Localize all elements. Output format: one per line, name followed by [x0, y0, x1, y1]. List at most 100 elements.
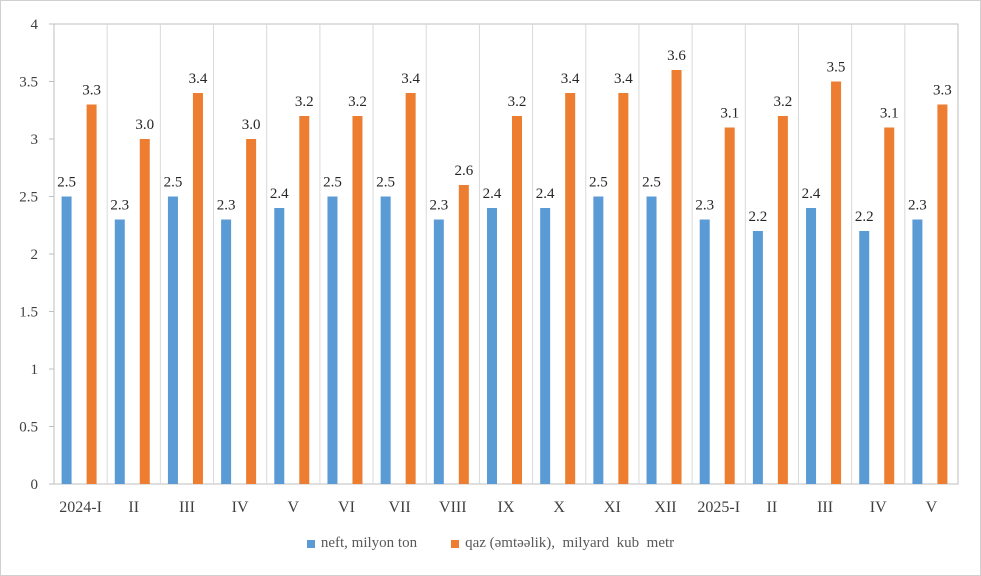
- bar-qaz: [246, 139, 257, 484]
- y-tick-label: 1: [31, 362, 39, 378]
- y-tick-label: 3.5: [19, 75, 38, 91]
- bar-neft: [487, 208, 497, 484]
- data-label-qaz: 3.4: [189, 71, 208, 87]
- data-label-qaz: 3.2: [508, 94, 527, 110]
- x-tick-label: X: [553, 499, 565, 516]
- data-label-neft: 2.5: [589, 175, 608, 191]
- x-tick-label: VIII: [439, 499, 467, 516]
- data-label-qaz: 3.4: [561, 71, 580, 87]
- data-label-qaz: 3.3: [82, 83, 101, 99]
- data-label-neft: 2.4: [270, 186, 289, 202]
- data-label-qaz: 3.0: [135, 117, 154, 133]
- x-tick-label: XI: [604, 499, 621, 516]
- bar-qaz: [831, 81, 842, 484]
- data-label-qaz: 2.6: [454, 163, 473, 179]
- data-label-qaz: 3.5: [827, 60, 846, 76]
- data-label-neft: 2.5: [323, 175, 342, 191]
- data-label-neft: 2.5: [164, 175, 183, 191]
- bar-neft: [540, 208, 551, 484]
- bar-qaz: [458, 185, 469, 484]
- bar-qaz: [618, 93, 629, 484]
- y-tick-label: 0.5: [19, 420, 38, 436]
- x-tick-label: III: [817, 499, 833, 516]
- data-label-qaz: 3.0: [242, 117, 261, 133]
- bar-neft: [806, 208, 817, 484]
- x-tick-label: V: [288, 499, 300, 516]
- data-label-neft: 2.3: [695, 198, 714, 214]
- legend-swatch-neft: [306, 539, 315, 548]
- bar-qaz: [352, 116, 363, 484]
- y-tick-label: 4: [31, 17, 39, 33]
- data-label-qaz: 3.6: [667, 48, 686, 64]
- x-tick-label: XII: [654, 499, 676, 516]
- legend: neft, milyon ton qaz (əmtəəlik), milyard…: [0, 535, 981, 552]
- data-label-neft: 2.3: [217, 198, 236, 214]
- bar-qaz: [777, 116, 788, 484]
- x-tick-label: II: [767, 499, 778, 516]
- legend-item-qaz: qaz (əmtəəlik), milyard kub metr: [451, 535, 674, 552]
- bar-neft: [859, 231, 870, 484]
- y-tick-label: 2.5: [19, 190, 38, 206]
- bar-neft: [167, 196, 178, 484]
- bar-qaz: [86, 104, 97, 484]
- bar-neft: [752, 231, 763, 484]
- bar-qaz: [299, 116, 310, 484]
- bar-neft: [61, 196, 72, 484]
- data-label-qaz: 3.1: [720, 106, 739, 122]
- x-tick-label: IV: [232, 499, 249, 516]
- data-label-qaz: 3.4: [401, 71, 420, 87]
- bar-qaz: [192, 93, 203, 484]
- x-tick-label: V: [926, 499, 938, 516]
- data-label-qaz: 3.3: [933, 83, 952, 99]
- y-tick-label: 0: [31, 477, 39, 493]
- data-label-neft: 2.4: [536, 186, 555, 202]
- data-label-neft: 2.2: [855, 209, 874, 225]
- data-label-neft: 2.3: [429, 198, 448, 214]
- data-label-neft: 2.5: [376, 175, 395, 191]
- x-tick-label: IV: [870, 499, 887, 516]
- bar-qaz: [724, 127, 735, 484]
- plot-area-border: [53, 23, 959, 485]
- data-label-qaz: 3.2: [295, 94, 314, 110]
- bar-qaz: [139, 139, 150, 484]
- bar-neft: [327, 196, 338, 484]
- data-label-qaz: 3.2: [774, 94, 793, 110]
- x-tick-label: VI: [338, 499, 355, 516]
- data-label-neft: 2.5: [642, 175, 661, 191]
- data-label-neft: 2.3: [908, 198, 927, 214]
- y-tick-label: 2: [31, 247, 39, 263]
- bar-neft: [699, 219, 710, 484]
- bar-neft: [593, 196, 604, 484]
- data-label-qaz: 3.4: [614, 71, 633, 87]
- bar-qaz: [565, 93, 576, 484]
- data-label-neft: 2.2: [749, 209, 768, 225]
- legend-label-qaz: qaz (əmtəəlik), milyard kub metr: [465, 535, 675, 551]
- bar-qaz: [937, 104, 948, 484]
- bar-neft: [433, 219, 444, 484]
- bar-neft: [221, 219, 232, 484]
- x-tick-label: III: [179, 499, 195, 516]
- x-tick-label: IX: [498, 499, 515, 516]
- data-label-neft: 2.5: [57, 175, 76, 191]
- legend-swatch-qaz: [451, 539, 460, 548]
- x-tick-label: VII: [389, 499, 411, 516]
- bar-neft: [380, 196, 391, 484]
- y-tick-label: 1.5: [19, 305, 38, 321]
- x-tick-label: II: [128, 499, 139, 516]
- data-label-qaz: 3.1: [880, 106, 899, 122]
- y-tick-label: 3: [31, 132, 39, 148]
- x-tick-label: 2025-I: [697, 499, 740, 516]
- data-label-neft: 2.3: [110, 198, 129, 214]
- bar-chart: 0 0.5 1 1.5 2 2.5 3 3.5 4 2.5 2.3 2.5 2.3 2.4 2.5 2.5 2.…: [19, 17, 959, 516]
- bar-neft: [274, 208, 285, 484]
- bar-neft: [646, 196, 657, 484]
- bar-neft: [114, 219, 125, 484]
- data-label-qaz: 3.2: [348, 94, 367, 110]
- legend-item-neft: neft, milyon ton: [306, 535, 418, 552]
- bar-qaz: [405, 93, 416, 484]
- legend-label-neft: neft, milyon ton: [320, 535, 418, 551]
- bar-qaz: [884, 127, 895, 484]
- x-tick-label: 2024-I: [59, 499, 102, 516]
- data-label-neft: 2.4: [802, 186, 821, 202]
- bar-qaz: [671, 70, 682, 484]
